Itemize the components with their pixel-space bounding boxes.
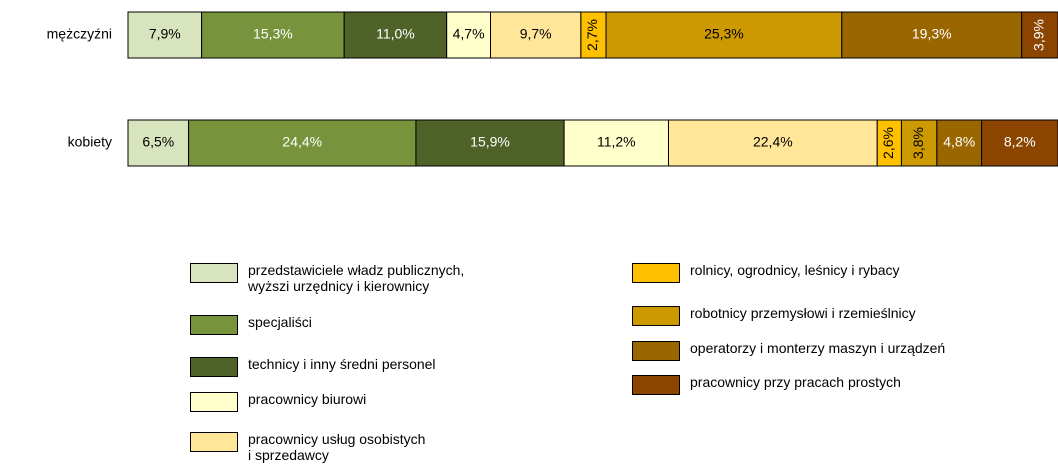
bar-segment xyxy=(1021,11,1058,59)
bar-segment xyxy=(127,11,203,59)
legend-label: technicy i inny średni personel xyxy=(248,356,436,372)
legend-swatch xyxy=(632,263,680,283)
legend-swatch xyxy=(632,375,680,395)
bar-segment xyxy=(127,119,190,167)
value-label: 7,9% xyxy=(149,26,181,42)
value-label: 19,3% xyxy=(912,26,952,42)
value-label: 3,8% xyxy=(910,127,926,159)
legend-label: pracownicy usług osobistych i sprzedawcy xyxy=(248,431,426,463)
value-label: 4,7% xyxy=(453,26,485,42)
legend-swatch xyxy=(190,392,238,412)
bar-segment xyxy=(343,11,448,59)
value-label: 24,4% xyxy=(282,134,322,150)
bar-segment xyxy=(936,119,983,167)
value-label: 2,7% xyxy=(584,19,600,51)
bar-segment xyxy=(841,11,1023,59)
legend-swatch xyxy=(632,341,680,361)
bar-segment xyxy=(605,11,843,59)
value-label: 2,6% xyxy=(880,127,896,159)
legend-label: przedstawiciele władz publicznych, wyższ… xyxy=(248,262,465,294)
legend-swatch xyxy=(632,306,680,326)
category-label: mężczyźni xyxy=(47,26,112,42)
legend-swatch xyxy=(190,432,238,452)
value-label: 8,2% xyxy=(1004,134,1036,150)
legend-label: operatorzy i monterzy maszyn i urządzeń xyxy=(690,340,946,356)
value-label: 11,2% xyxy=(597,134,636,150)
value-label: 9,7% xyxy=(520,26,552,42)
bar-segment xyxy=(563,119,669,167)
legend-label: pracownicy biurowi xyxy=(248,391,367,407)
category-label: kobiety xyxy=(68,134,112,150)
bar-segment xyxy=(900,119,938,167)
legend-label: rolnicy, ogrodnicy, leśnicy i rybacy xyxy=(690,262,900,278)
bar-segment xyxy=(580,11,607,59)
bar-segment xyxy=(667,119,878,167)
legend-label: specjaliści xyxy=(248,314,312,330)
value-label: 15,9% xyxy=(470,134,510,150)
legend-swatch xyxy=(190,357,238,377)
value-label: 3,9% xyxy=(1031,19,1047,51)
value-label: 15,3% xyxy=(253,26,293,42)
value-label: 22,4% xyxy=(753,134,793,150)
value-label: 25,3% xyxy=(704,26,744,42)
bar-segment xyxy=(201,11,345,59)
legend-swatch xyxy=(190,315,238,335)
value-label: 11,0% xyxy=(376,26,415,42)
value-label: 4,8% xyxy=(943,134,975,150)
legend-swatch xyxy=(190,263,238,283)
bar-segment xyxy=(415,119,565,167)
legend-label: robotnicy przemysłowi i rzemieślnicy xyxy=(690,305,916,321)
bar-segment xyxy=(981,119,1058,167)
bar-segment xyxy=(489,11,582,59)
value-label: 6,5% xyxy=(142,134,174,150)
legend-label: pracownicy przy pracach prostych xyxy=(690,374,901,390)
